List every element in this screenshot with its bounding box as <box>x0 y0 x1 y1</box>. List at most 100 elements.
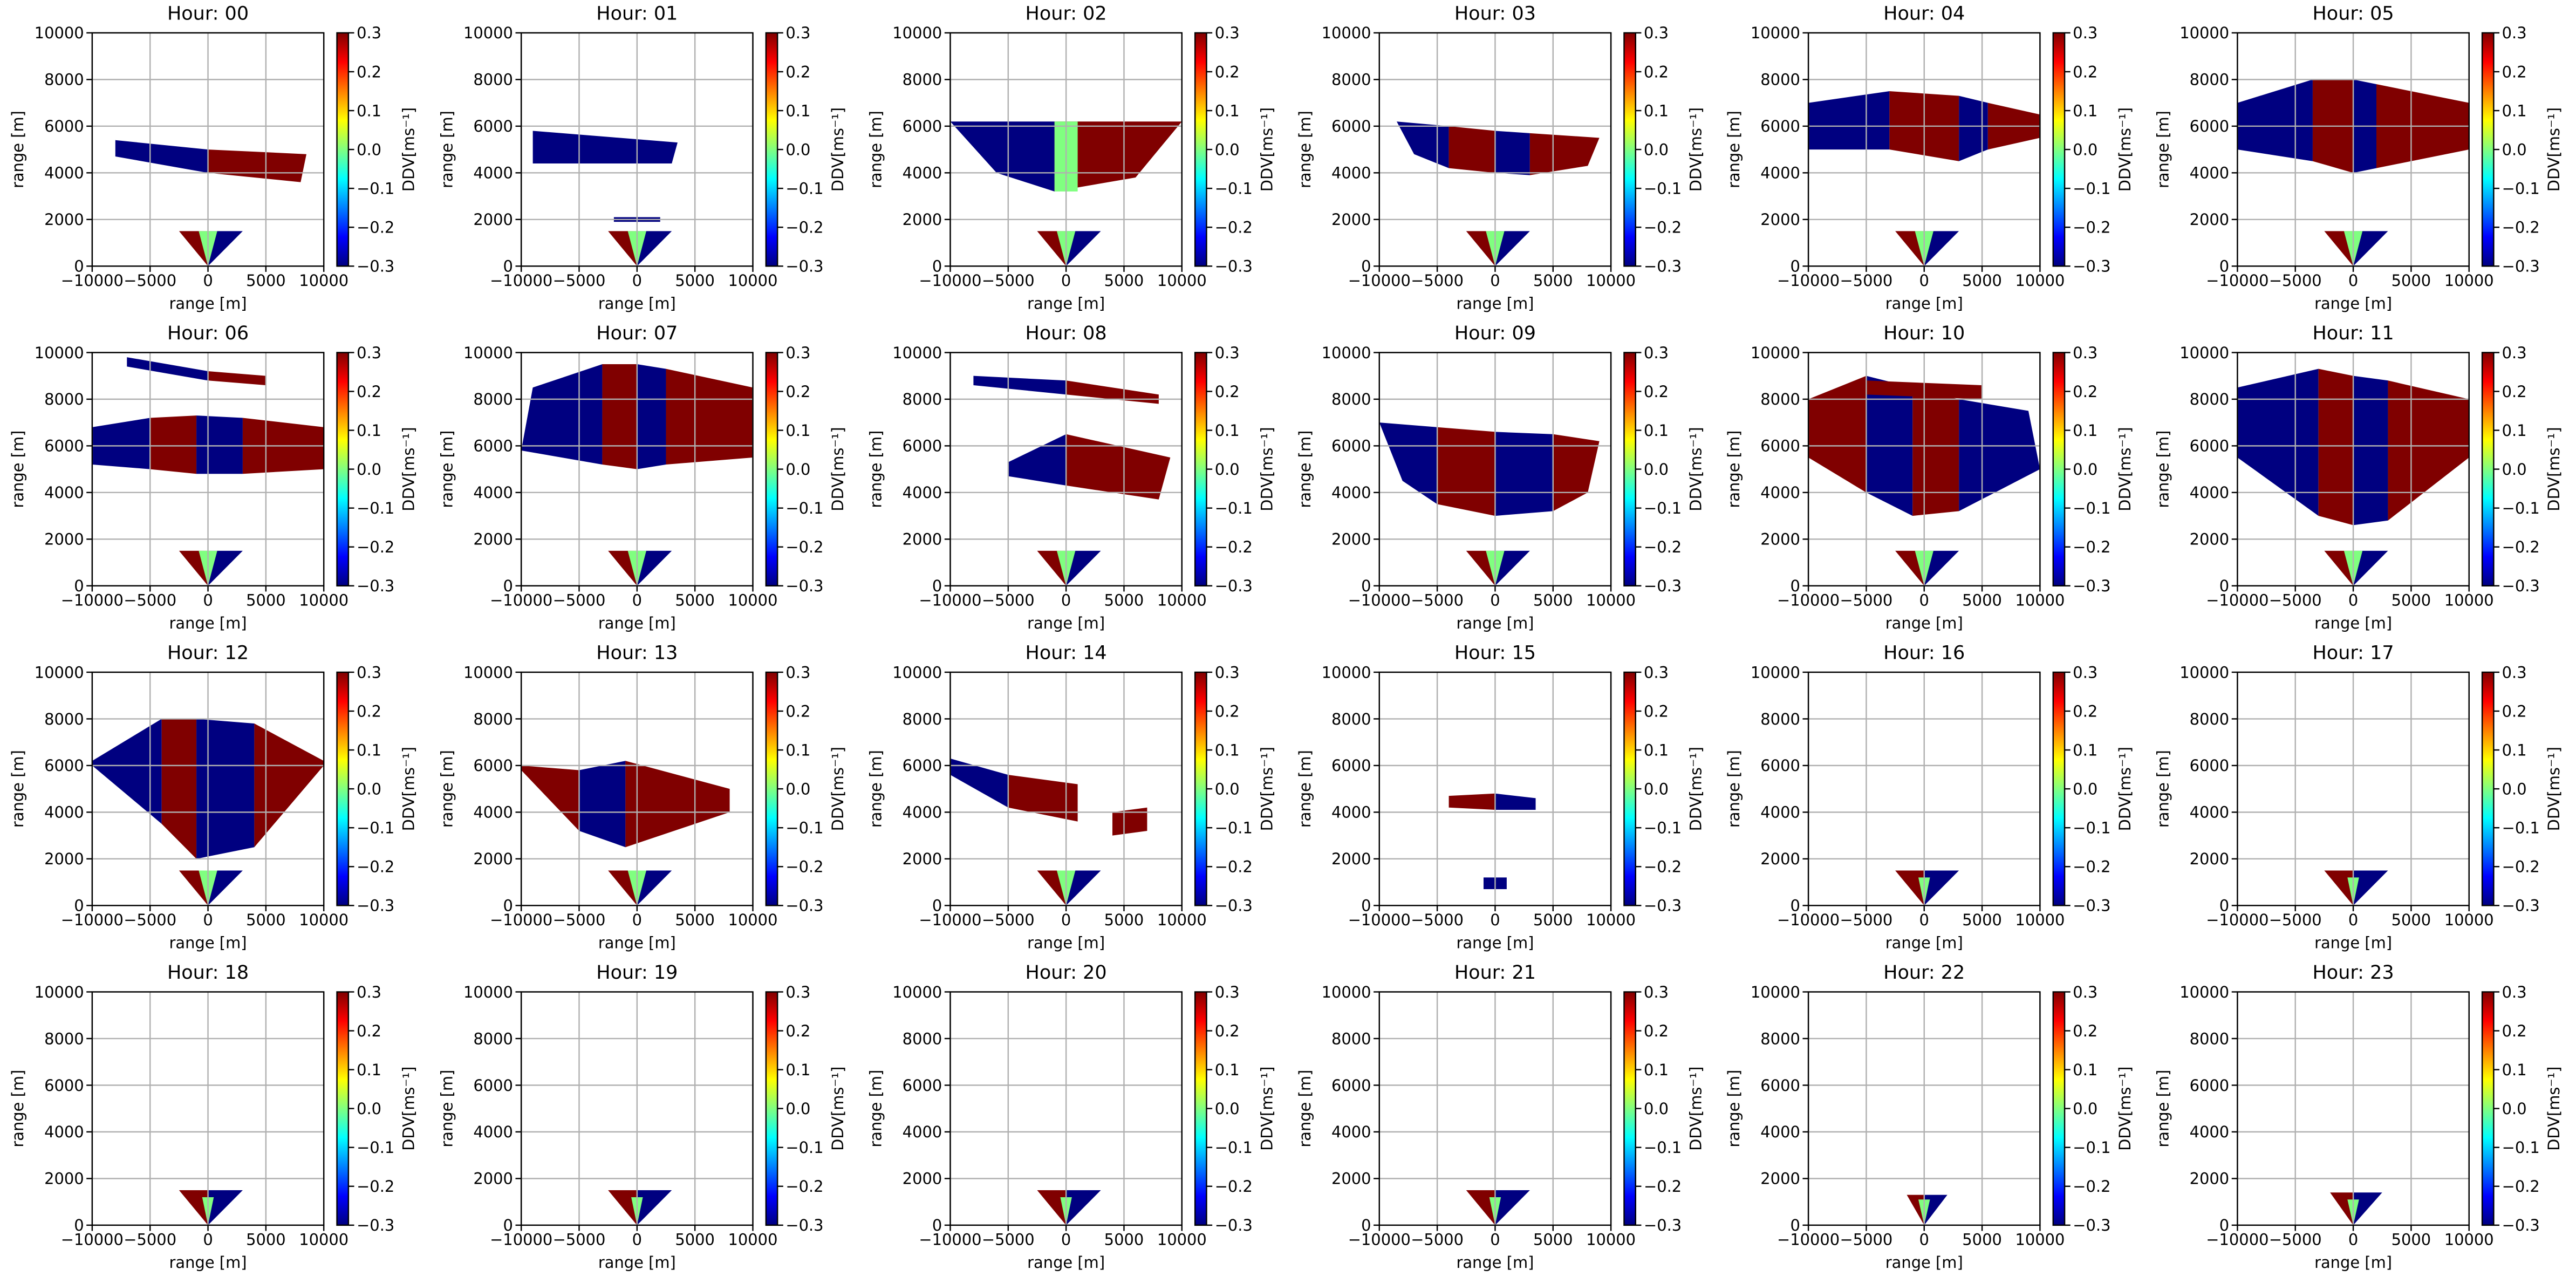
subplot: Hour: 19 −10000 −5000 0 5000 10000 0 2000 4000 60… <box>438 962 847 1272</box>
data-region <box>950 121 1055 192</box>
y-tick-label: 0 <box>932 257 942 276</box>
colorbar-tick-label: −0.2 <box>357 858 394 876</box>
colorbar-tick-label: −0.1 <box>1644 819 1682 837</box>
colorbar <box>1623 32 1637 267</box>
x-axis-label: range [m] <box>1027 614 1105 632</box>
colorbar-tick-label: 0.3 <box>2502 344 2527 362</box>
y-tick-label: 6000 <box>1331 1076 1371 1095</box>
data-region <box>521 765 579 831</box>
y-tick-label: 4000 <box>473 483 513 502</box>
x-axis-label: range [m] <box>598 294 676 312</box>
x-tick-label: 10000 <box>2015 1230 2065 1248</box>
x-tick-label: 10000 <box>2444 591 2494 609</box>
colorbar-tick-label: −0.1 <box>785 499 823 517</box>
y-tick-label: 4000 <box>1760 164 1800 182</box>
y-tick-label: 0 <box>74 1216 84 1234</box>
subplot: Hour: 10 −10000 −5000 0 5000 10000 0 2000 4000 60… <box>1725 323 2134 632</box>
y-axis-label: range [m] <box>1725 1070 1743 1148</box>
colorbar-tick-label: −0.2 <box>2502 219 2540 237</box>
x-axis-label: range [m] <box>598 614 676 632</box>
x-tick-label: −10000 <box>490 591 552 609</box>
axes-frame <box>949 32 1183 267</box>
data-region <box>950 758 1008 808</box>
colorbar-tick-label: 0.2 <box>1215 702 1240 720</box>
x-tick-label: 10000 <box>1157 591 1207 609</box>
colorbar-label: DDV[ms⁻¹] <box>2545 427 2563 511</box>
x-tick-label: −10000 <box>61 911 124 929</box>
axes-frame <box>520 991 754 1226</box>
y-tick-label: 6000 <box>2190 437 2230 455</box>
colorbar-label: DDV[ms⁻¹] <box>2116 427 2134 511</box>
x-tick-label: −5000 <box>2269 591 2322 609</box>
colorbar-tick-label: 0.3 <box>2073 24 2097 42</box>
data-region <box>2388 380 2469 521</box>
x-tick-label: 10000 <box>1586 271 1636 290</box>
colorbar-tick-label: 0.2 <box>2502 63 2527 81</box>
colorbar-label: DDV[ms⁻¹] <box>2116 1066 2134 1150</box>
y-axis-label: range [m] <box>9 431 27 508</box>
y-axis-label: range [m] <box>9 111 27 188</box>
y-tick-label: 6000 <box>903 756 942 775</box>
colorbar-tick-label: 0.1 <box>1215 421 1240 440</box>
x-tick-label: 10000 <box>299 271 349 290</box>
colorbar-tick-label: −0.1 <box>1215 499 1253 517</box>
y-axis-label: range [m] <box>2154 111 2172 188</box>
axes-frame <box>2237 352 2470 586</box>
x-tick-label: 0 <box>1919 1230 1929 1248</box>
colorbar-tick-label: 0.3 <box>2502 663 2527 681</box>
y-tick-label: 8000 <box>903 1029 942 1048</box>
y-tick-label: 4000 <box>2190 164 2230 182</box>
colorbar-label: DDV[ms⁻¹] <box>1687 427 1705 511</box>
colorbar-tick-label: 0.3 <box>1644 24 1669 42</box>
data-region <box>521 364 603 465</box>
data-layer <box>973 376 1171 586</box>
colorbar-tick-label: −0.2 <box>1644 219 1682 237</box>
colorbar-tick-label: 0.0 <box>357 140 381 159</box>
y-tick-label: 0 <box>2219 897 2229 915</box>
colorbar-tick-label: −0.1 <box>2073 499 2110 517</box>
x-axis-label: range [m] <box>1027 1253 1105 1272</box>
x-tick-label: 10000 <box>1586 591 1636 609</box>
axes-frame <box>520 352 754 586</box>
colorbar-tick-label: −0.2 <box>785 858 823 876</box>
colorbar-tick-label: −0.1 <box>1644 179 1682 197</box>
x-tick-label: 0 <box>1919 911 1929 929</box>
y-tick-label: 6000 <box>903 117 942 135</box>
data-region <box>1008 434 1067 486</box>
data-layer <box>521 364 753 586</box>
x-tick-label: 5000 <box>2391 911 2431 929</box>
colorbar-tick-label: −0.1 <box>357 819 394 837</box>
colorbar-tick-label: 0.2 <box>1215 63 1240 81</box>
colorbar-tick-label: −0.2 <box>1644 858 1682 876</box>
x-tick-label: 5000 <box>246 271 286 290</box>
x-tick-label: 5000 <box>675 591 715 609</box>
y-tick-label: 0 <box>2219 257 2229 276</box>
colorbar-tick-label: 0.3 <box>357 983 381 1001</box>
y-tick-label: 4000 <box>2190 483 2230 502</box>
x-tick-label: 0 <box>203 591 213 609</box>
data-region <box>2318 368 2354 526</box>
colorbar-tick-label: −0.1 <box>357 179 394 197</box>
y-tick-label: 2000 <box>1331 1170 1371 1188</box>
y-tick-label: 6000 <box>473 756 513 775</box>
y-tick-label: 8000 <box>1331 1029 1371 1048</box>
y-tick-label: 6000 <box>44 756 84 775</box>
x-tick-label: 5000 <box>1104 1230 1144 1248</box>
x-tick-label: −5000 <box>1411 271 1464 290</box>
colorbar-tick-label: −0.3 <box>2502 257 2540 276</box>
x-axis-label: range [m] <box>1456 294 1534 312</box>
y-tick-label: 8000 <box>903 390 942 408</box>
y-tick-label: 6000 <box>1760 437 1800 455</box>
colorbar-tick-label: −0.3 <box>2073 577 2110 595</box>
y-tick-label: 2000 <box>473 530 513 549</box>
colorbar <box>336 671 350 906</box>
colorbar-label: DDV[ms⁻¹] <box>1258 747 1276 831</box>
axes-frame <box>1807 991 2041 1226</box>
x-axis-label: range [m] <box>1456 614 1534 632</box>
x-tick-label: −5000 <box>982 911 1035 929</box>
colorbar-tick-label: −0.3 <box>785 897 823 915</box>
y-tick-label: 10000 <box>35 663 84 681</box>
data-region <box>973 376 1067 395</box>
y-tick-label: 0 <box>932 897 942 915</box>
